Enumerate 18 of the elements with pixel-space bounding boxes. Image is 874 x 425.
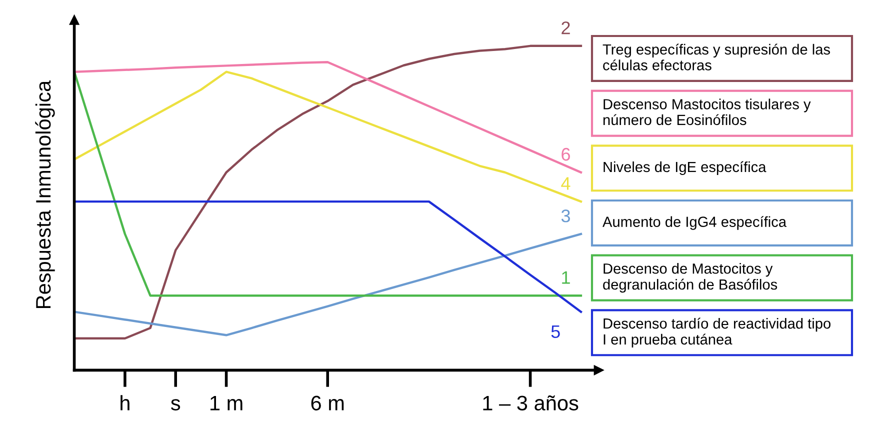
annotation: 1 <box>562 271 570 284</box>
x-tick-label: 1 – 3 años <box>483 395 578 410</box>
x-tick-label: 1 m <box>210 396 242 410</box>
x-tick-label: 6 m <box>311 396 344 410</box>
text: Descenso Mastocitos tisulares y número de Eosinófilos <box>603 98 811 126</box>
series-label: Descenso tardío de reactividad tipo I en prueba cutánea <box>604 318 830 348</box>
annotation: 6 <box>562 148 570 161</box>
series-label: Descenso de Mastocitos y degranulación de Basófilos <box>603 263 778 293</box>
text: 2 <box>562 21 570 34</box>
series-label: Aumento de IgG4 específica <box>602 216 787 230</box>
annotation: 4 <box>561 177 570 190</box>
y-axis-title: Respuesta Inmunológica <box>35 80 55 308</box>
text: Niveles de IgE específica <box>604 161 766 176</box>
x-tick-label: h <box>120 395 130 410</box>
annotation: 5 <box>551 325 560 338</box>
annotation: 3 <box>561 210 570 222</box>
x-tick-label: s <box>170 399 180 410</box>
series-label: Treg específicas y supresión de las células efectoras <box>602 44 830 70</box>
